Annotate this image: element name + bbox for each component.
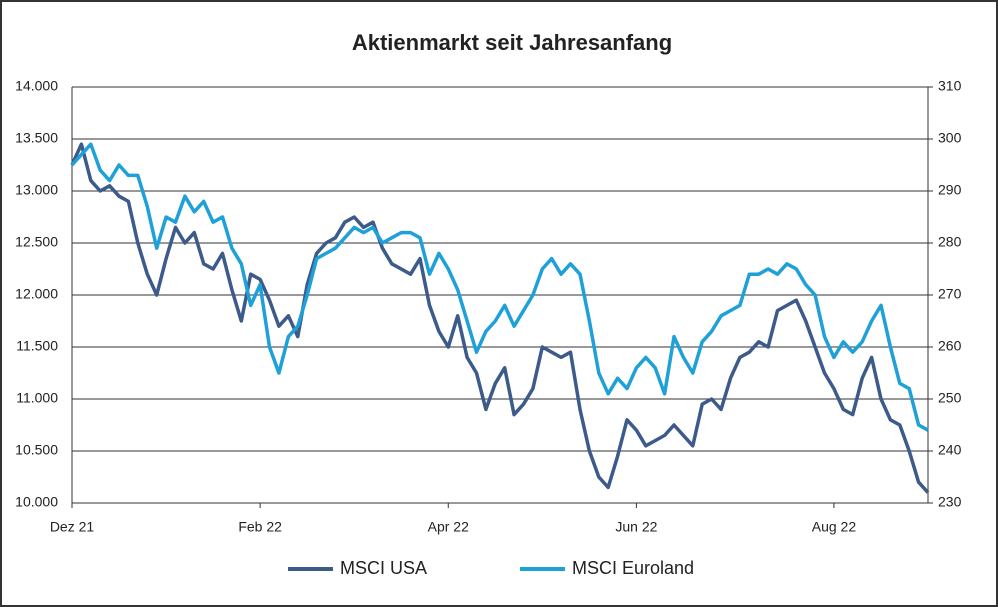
y-tick-label: 13.000 (15, 182, 58, 198)
x-tick-label: Apr 22 (428, 519, 469, 535)
y2-tick-label: 310 (938, 78, 962, 94)
chart-title: Aktienmarkt seit Jahresanfang (352, 30, 672, 55)
y2-tick-label: 240 (938, 442, 962, 458)
y-tick-label: 14.000 (15, 78, 58, 94)
y2-tick-label: 290 (938, 182, 962, 198)
x-tick-label: Dez 21 (50, 519, 95, 535)
x-tick-label: Jun 22 (615, 519, 657, 535)
y-tick-label: 11.500 (16, 338, 58, 354)
y2-tick-label: 260 (938, 338, 962, 354)
y-tick-label: 10.500 (15, 442, 58, 458)
y-tick-label: 12.500 (15, 234, 58, 250)
y2-tick-label: 230 (938, 494, 962, 510)
y2-tick-label: 250 (938, 390, 962, 406)
legend-label: MSCI USA (340, 558, 427, 578)
y-tick-label: 12.000 (15, 286, 58, 302)
x-tick-label: Feb 22 (238, 519, 282, 535)
y2-tick-label: 300 (938, 130, 962, 146)
y2-tick-label: 280 (938, 234, 962, 250)
series-line (70, 142, 929, 432)
series-line (70, 142, 930, 494)
y-tick-label: 13.500 (15, 130, 58, 146)
legend-label: MSCI Euroland (572, 558, 694, 578)
x-tick-label: Aug 22 (812, 519, 857, 535)
y-tick-label: 10.000 (15, 494, 58, 510)
y2-tick-label: 270 (938, 286, 962, 302)
y-tick-label: 11.000 (16, 390, 58, 406)
